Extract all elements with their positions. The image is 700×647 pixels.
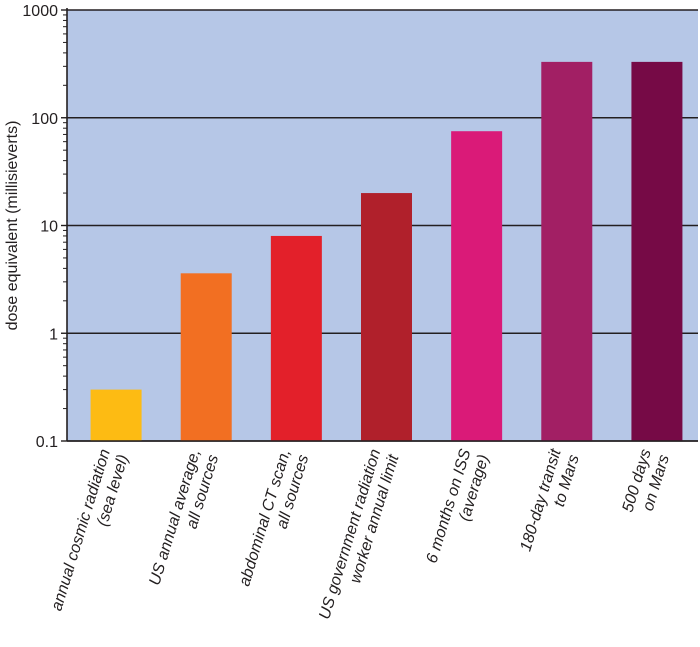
y-tick-label: 10 (40, 219, 58, 236)
y-tick-label: 1 (49, 326, 58, 343)
x-tick-label: annual cosmic radiation(sea level) (48, 447, 132, 618)
x-tick-labels: annual cosmic radiation(sea level) US ann… (48, 447, 673, 627)
x-tick-label: US annual average,all sources (146, 447, 222, 593)
bar (90, 389, 142, 441)
bar (361, 193, 412, 441)
bars (90, 61, 683, 441)
y-tick-label: 100 (31, 111, 58, 128)
bar (451, 131, 503, 441)
bar (631, 61, 683, 441)
y-tick-label: 1000 (22, 3, 58, 20)
x-tick-label: US government radiationworker annual lim… (316, 447, 402, 627)
y-axis-label: dose equivalent (millisieverts) (4, 121, 21, 331)
x-tick-label: 500 dayson Mars (620, 447, 673, 520)
x-tick-label-line: annual cosmic radiation (48, 447, 113, 613)
bar (180, 273, 232, 441)
x-tick-label: 180-day transitto Mars (517, 447, 583, 559)
x-tick-label: 6 months on ISS(average) (424, 447, 493, 571)
x-tick-label: abdominal CT scan,all sources (236, 447, 312, 594)
y-tick-label: 0.1 (36, 434, 58, 451)
bar (541, 61, 593, 441)
bar (270, 235, 322, 441)
y-ticks: 0.1 1 10 100 1000 (22, 3, 67, 451)
